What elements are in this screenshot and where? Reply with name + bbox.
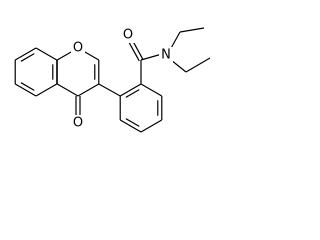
bond: [119, 83, 142, 97]
bond: [14, 47, 37, 61]
page: O O O N (() => { const data = JSON.parse…: [14, 27, 211, 133]
bond: [35, 47, 58, 61]
bond: [20, 53, 35, 62]
ring-oxygen-label: O: [73, 41, 83, 56]
structure-diagram: O O O N: [14, 27, 211, 133]
bond: [14, 83, 37, 97]
label-bg: [159, 47, 173, 63]
bond: [119, 119, 142, 133]
bond: [140, 53, 163, 61]
bond: [20, 82, 35, 91]
bond: [127, 40, 140, 62]
bond: [125, 89, 140, 98]
amide-oxygen-label: O: [123, 28, 133, 43]
bond: [98, 83, 121, 97]
bond: [140, 83, 163, 97]
bond: [140, 119, 163, 133]
label-bg: [71, 115, 85, 131]
bond: [35, 83, 58, 97]
bond: [56, 83, 79, 97]
bond: [170, 59, 187, 73]
label-bg: [121, 27, 135, 43]
bond: [185, 57, 211, 73]
bond: [179, 27, 205, 33]
ketone-oxygen-label: O: [73, 116, 83, 131]
bond: [77, 83, 100, 97]
amide-nitrogen-label: N: [161, 48, 171, 63]
atom-labels: O O O N: [71, 27, 173, 131]
label-bg: [71, 40, 85, 56]
bonds: [14, 27, 211, 133]
bond: [125, 118, 140, 127]
